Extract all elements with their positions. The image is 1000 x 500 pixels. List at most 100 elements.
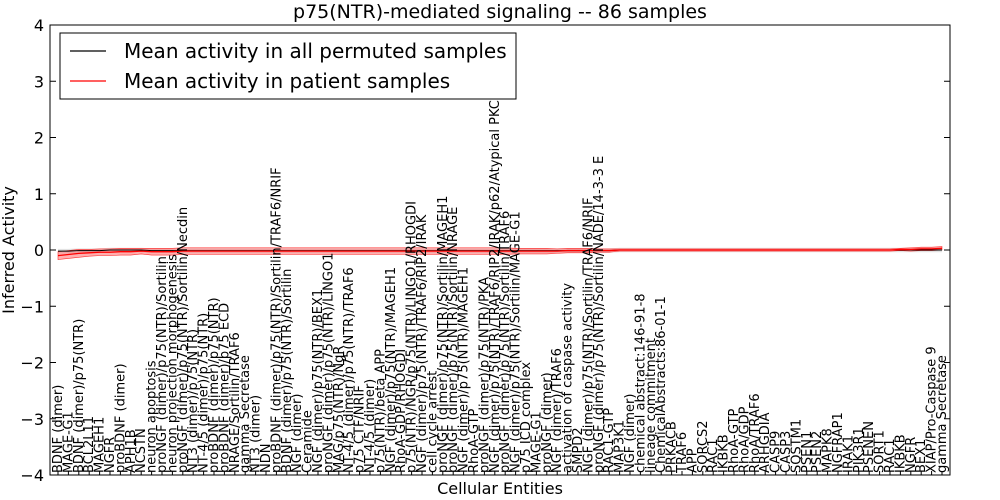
x-tick-label: PIK3R1 — [852, 427, 867, 473]
x-tick-label: IKBKB — [893, 434, 908, 473]
x-tick-label: MAGE-G1 — [61, 411, 76, 473]
series-line-1 — [57, 247, 943, 257]
x-tick-label: BEX1 — [914, 439, 929, 473]
x-tick-label: p75 CTF/NRIF — [353, 385, 368, 473]
x-tick-label: proBDNF (dimer)/p75 ECD — [217, 303, 232, 473]
x-tick-label: Ceramide — [301, 410, 316, 473]
x-tick-label: PSEN1 — [800, 431, 815, 473]
chart-title: p75(NTR)-mediated signaling -- 86 sample… — [293, 1, 707, 23]
x-tick-label: chemical abstract:146-91-8 — [633, 293, 648, 473]
x-tick-label: RhoA-GTP — [727, 408, 742, 473]
x-tick-label: NDN — [259, 444, 274, 473]
x-tick-label: NT-4/5 (dimer)/p75(NTR)/TRAF6 — [342, 267, 357, 473]
x-tick-label: SQSTM1 — [789, 419, 804, 473]
x-tick-label: proNGF (dimer)/p75(NTR)/Sortilin/NRAGE — [446, 207, 461, 473]
legend-box — [59, 32, 517, 100]
x-tick-label: NCSTN — [134, 428, 149, 473]
x-tick-label: BDNF (dimer) — [51, 385, 66, 473]
x-tick-label: p75 ICD complex — [519, 362, 534, 473]
x-tick-label: proBDNF (dimer) — [113, 363, 128, 473]
x-tick-label: NGFR — [904, 437, 919, 473]
y-tick-label: 4 — [34, 16, 44, 35]
x-tick-label: NGF (dimer)/TRAF6 — [550, 348, 565, 473]
x-tick-label: NGF (dimer)/p75(NTR)/TRAF6/RIP2/IRAK — [415, 214, 430, 473]
x-tick-label: NGF (dimer)/p75(NTR)/Sortilin/MAGE-G1 — [509, 211, 524, 473]
x-tick-label: proNGF (dimer)/p75(NTR)/Sortilin/TRAF6 — [498, 211, 513, 473]
y-tick-label: 2 — [34, 129, 44, 148]
x-tick-label: PSENEN — [862, 421, 877, 473]
x-tick-label: NT-4/5 (dimer)/p75(NTR) — [197, 313, 212, 473]
y-tick-label: −2 — [20, 354, 44, 373]
x-tick-label: MAGE-G1 — [529, 411, 544, 473]
y-tick-label: −1 — [20, 297, 44, 316]
x-tick-label: RAC1-GTP — [602, 408, 617, 473]
x-tick-label: RAC1 — [706, 438, 721, 473]
x-tick-label: ChemicalAbstracts:86-01-1 — [654, 296, 669, 473]
x-tick-label: NT-4/5 (dimer) — [363, 379, 378, 473]
x-tick-label: SMPD2 — [571, 427, 586, 473]
x-tick-label: gamma Secretase — [238, 355, 253, 473]
x-tick-label: MAPK8 — [821, 428, 836, 473]
x-tick-label: NGF (dimer) — [623, 394, 638, 473]
y-axis-label: Inferred Activity — [0, 186, 18, 314]
x-tick-label: proNGF (dimer)/p75(NTR)/LINGO1 — [321, 253, 336, 473]
legend-label-1: Mean activity in patient samples — [124, 69, 450, 93]
x-tick-label: NGF (dimer) — [290, 394, 305, 473]
legend-label-0: Mean activity in all permuted samples — [124, 39, 507, 63]
x-tick-label: cell cycle arrest — [425, 371, 440, 473]
x-tick-label: proNGF (dimer)/p75(NTR)/Sortilin/Necdin — [176, 207, 191, 473]
y-tick-label: −4 — [20, 466, 44, 485]
x-tick-label: BCL2L11 — [82, 416, 97, 473]
x-tick-label: NRAGE/Sortilin/TRAF6 — [228, 332, 243, 473]
x-tick-label: MAG/p75(NTR)/NgR — [332, 346, 347, 473]
x-tick-label: CASP3 — [779, 431, 794, 473]
x-tick-label: neuron apoptosis — [145, 360, 160, 473]
x-tick-label: gamma Secretase — [935, 355, 950, 473]
x-tick-label: MAP3K1 — [613, 420, 628, 473]
x-tick-label: proNGF (dimer)/p75(NTR)/PKA — [477, 277, 492, 473]
x-tick-label: APH1B — [124, 429, 139, 473]
x-tick-label: TRAF6 — [675, 432, 690, 474]
x-tick-label: IRAK1 — [841, 435, 856, 473]
x-tick-label: proBDNF (dimer)/p75(NTR) — [207, 297, 222, 473]
x-tick-label: proNGF (dimer)/p75(NTR)/Sortilin/MAGEH1 — [436, 196, 451, 473]
y-tick-label: 1 — [34, 185, 44, 204]
x-tick-label: p75(NTR)/NGR/p75(NTR)/LINGO1/RHOGDI — [405, 201, 420, 473]
x-tick-label: NGFR — [103, 437, 118, 473]
x-tick-label: PRKACB — [665, 421, 680, 473]
y-tick-label: −3 — [20, 410, 44, 429]
x-tick-label: NGF (dimer)/p75(NTR)/MAGEH1 — [457, 267, 472, 473]
x-tick-label: APP — [685, 448, 700, 473]
x-tick-label: CASP9 — [769, 431, 784, 473]
x-tick-label: NGF (dimer)/p75(NTR)/MAGEH1 — [384, 267, 399, 473]
x-tick-label: RAC1 — [883, 438, 898, 473]
x-tick-label: neuron projection morphogenesis — [165, 254, 180, 473]
x-tick-label: NGFRAP1 — [831, 412, 846, 473]
x-tick-label: IKBKB — [717, 434, 732, 473]
x-tick-label: proBDNF (dimer)/p75(NTR)/Sortilin/TRAF6/… — [269, 167, 284, 473]
x-tick-label: NT3 (dimer) — [249, 395, 264, 473]
x-tick-label: proNGF (dimer) — [540, 372, 555, 473]
y-tick-label: 0 — [34, 241, 44, 260]
y-tick-label: 3 — [34, 72, 44, 91]
x-tick-label: RhoA/TRAF6 — [748, 393, 763, 473]
x-tick-label: lineage commitment — [644, 338, 659, 473]
x-tick-label: RhoA-GDP/RHOGDI — [394, 349, 409, 473]
x-tick-label: BDNF (dimer)/p75(NTR)/Sortilin — [280, 269, 295, 473]
x-tick-label: MAGEH1 — [93, 417, 108, 473]
x-axis-label: Cellular Entities — [437, 479, 563, 498]
x-tick-label: XIAP/Pro-Caspase 9 — [925, 346, 940, 473]
x-tick-label: PSEN2 — [810, 431, 825, 473]
x-tick-label: proNGF (dimer)/p75(NTR)/Sortilin/NADE/14… — [592, 156, 607, 473]
x-tick-label: SORCS2 — [696, 421, 711, 473]
x-tick-label: NGF (dimer)/p75(NTR)/Sortilin/TRAF6/NRIF — [581, 198, 596, 473]
x-tick-label: ARHGDIA — [758, 412, 773, 473]
x-tick-label: RhoA-GTP — [467, 408, 482, 473]
x-tick-label: NT3 (dimer)/p75(NTR) — [186, 329, 201, 473]
x-tick-label: proNGF (dimer)/p75(NTR)/Sortilin — [155, 256, 170, 473]
x-tick-label: NGF (dimer)/p75(NTR)/BEX1 — [311, 289, 326, 473]
x-tick-label: activation of caspase activity — [561, 283, 576, 473]
x-tick-label: SORT1 — [873, 430, 888, 473]
x-tick-label: RhoA/GDP — [737, 406, 752, 473]
